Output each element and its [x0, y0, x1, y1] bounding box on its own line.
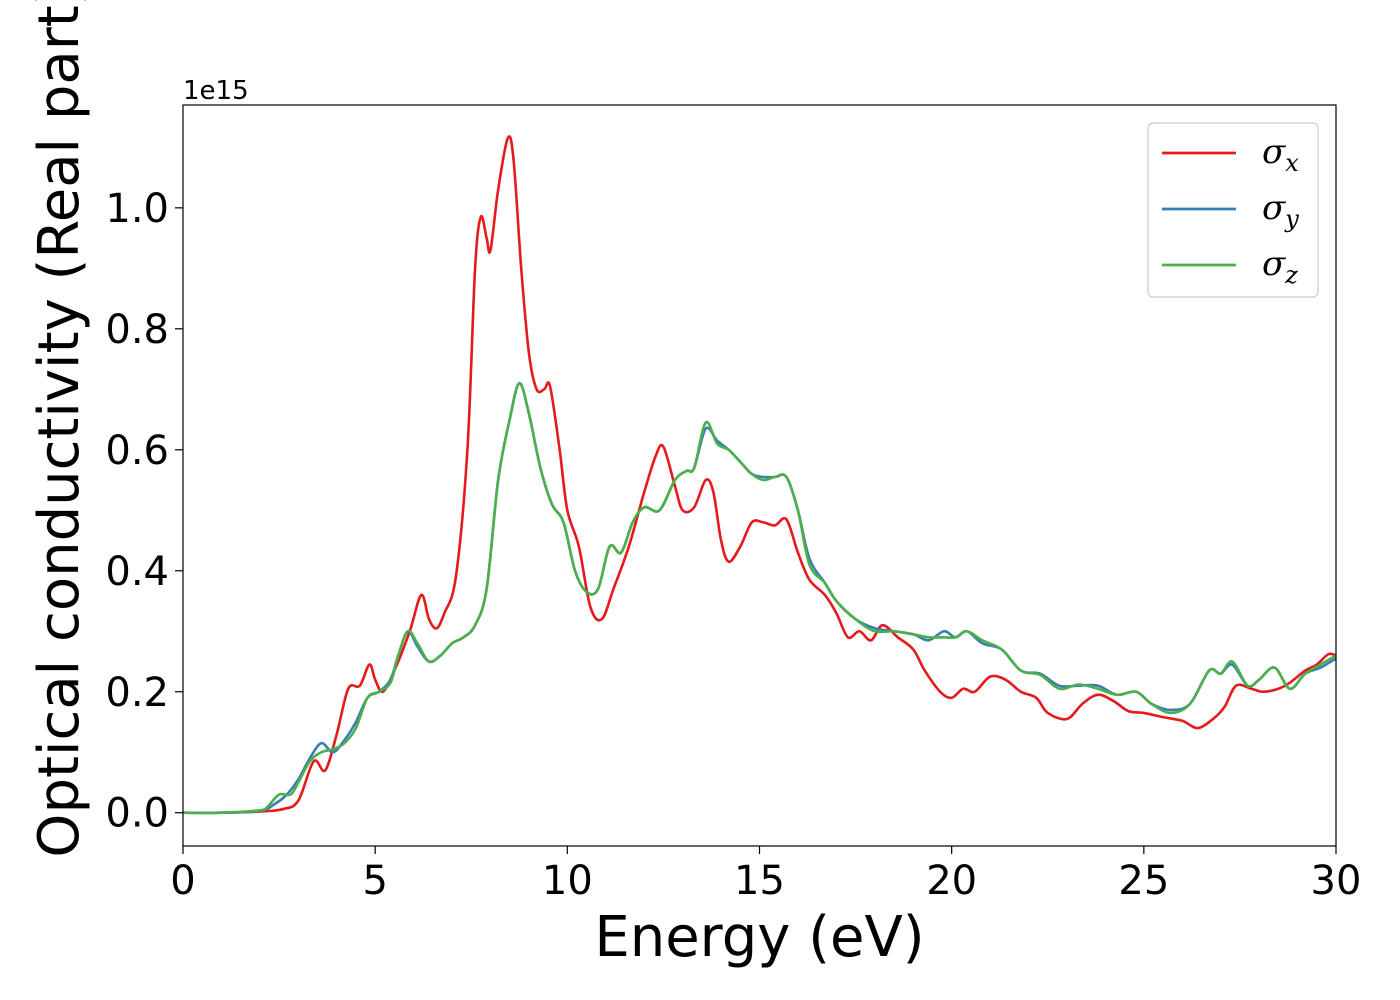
y-axis-offset-text: 1e15	[183, 76, 249, 106]
x-tick-label: 20	[926, 858, 977, 904]
series-line-sigma-x	[183, 135, 1336, 815]
x-axis-label: Energy (eV)	[594, 905, 924, 970]
y-tick-label: 0.6	[105, 428, 169, 474]
x-tick-label: 10	[542, 858, 593, 904]
x-tick-label: 5	[362, 858, 387, 904]
y-tick-label: 0.0	[105, 791, 169, 837]
x-tick-label: 25	[1118, 858, 1169, 904]
x-tick-label: 15	[734, 858, 785, 904]
legend: σx σy σz	[1147, 122, 1319, 298]
y-axis-label: Optical conductivity (Real part)	[27, 0, 92, 858]
y-tick-label: 0.2	[105, 670, 169, 716]
x-tick-label: 0	[170, 858, 195, 904]
series-layer	[183, 135, 1336, 815]
series-line-sigma-z	[183, 381, 1336, 815]
x-tick-label: 30	[1311, 858, 1362, 904]
legend-label-sigma-x: σx	[1262, 132, 1299, 177]
y-tick-label: 0.8	[105, 307, 169, 353]
legend-label-sigma-y: σy	[1262, 188, 1299, 233]
x-axis: 0 5 10 15 20 25 30	[170, 846, 1361, 904]
y-tick-label: 1.0	[105, 186, 169, 232]
legend-label-sigma-z: σz	[1262, 244, 1298, 289]
y-axis: 0.0 0.2 0.4 0.6 0.8 1.0	[105, 186, 183, 837]
y-tick-label: 0.4	[105, 549, 169, 595]
